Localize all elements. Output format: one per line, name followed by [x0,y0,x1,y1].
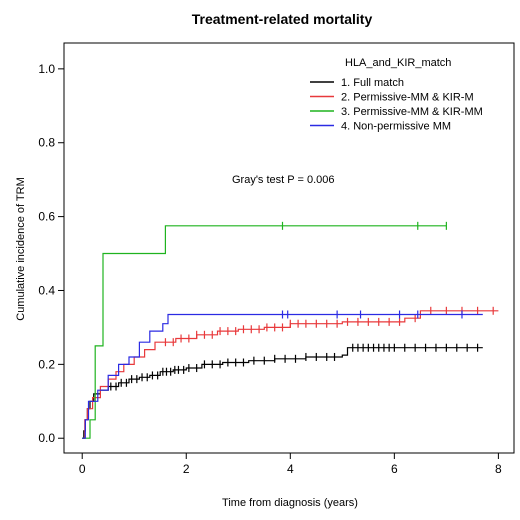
plot-area [63,42,515,454]
chart-title: Treatment-related mortality [192,11,373,27]
x-axis: 0 2 4 6 8 [79,453,502,476]
series-4 [82,310,483,439]
legend-item: 4. Non-permissive MM [310,121,451,133]
series-layer [82,221,499,439]
legend-label: 3. Permissive-MM & KIR-MM [341,106,483,118]
y-tick-label: 0.2 [38,357,55,371]
series-line [82,313,483,439]
x-tick-label: 6 [391,462,398,476]
x-tick-label: 4 [287,462,294,476]
series-2 [82,306,499,439]
y-axis: 0.0 0.2 0.4 0.6 0.8 1.0 [38,62,64,445]
legend-item: 2. Permissive-MM & KIR-M [310,92,474,104]
series-line [82,347,483,439]
x-axis-label: Time from diagnosis (years) [222,497,358,509]
grays-test-annotation: Gray's test P = 0.006 [232,174,334,186]
y-tick-label: 0.4 [38,283,55,297]
y-tick-label: 0.8 [38,136,55,150]
series-line [82,225,447,439]
legend-items: 1. Full match 2. Permissive-MM & KIR-M 3. … [310,77,483,133]
y-tick-label: 0.6 [38,210,55,224]
series-1 [82,343,483,439]
legend-item: 3. Permissive-MM & KIR-MM [310,106,483,118]
x-tick-label: 2 [183,462,190,476]
legend-item: 1. Full match [310,77,404,89]
legend-title: HLA_and_KIR_match [345,57,451,69]
legend-label: 1. Full match [341,77,404,89]
series-line [82,310,499,439]
legend-label: 4. Non-permissive MM [341,121,451,133]
x-tick-label: 8 [495,462,502,476]
y-tick-label: 1.0 [38,62,55,76]
series-3 [82,221,447,439]
legend: HLA_and_KIR_match 1. Full match 2. Permis… [310,57,483,133]
legend-label: 2. Permissive-MM & KIR-M [341,92,474,104]
x-tick-label: 0 [79,462,86,476]
y-axis-label: Cumulative incidence of TRM [15,177,27,320]
y-tick-label: 0.0 [38,431,55,445]
